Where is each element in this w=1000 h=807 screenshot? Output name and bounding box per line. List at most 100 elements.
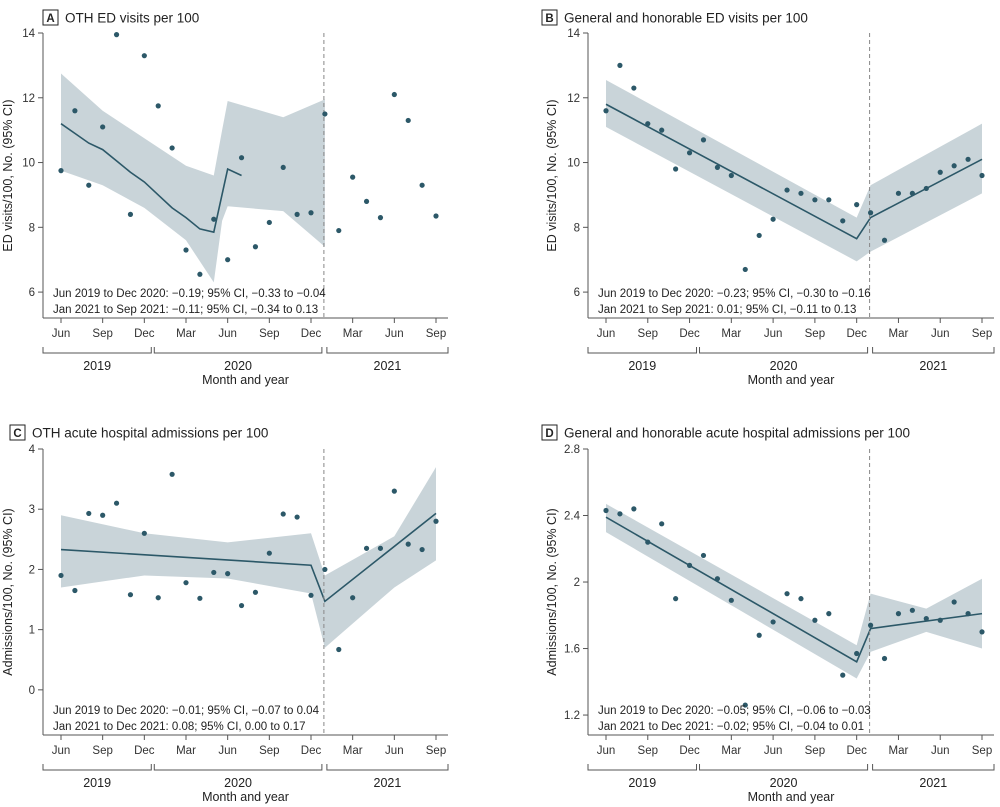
data-point	[784, 187, 790, 193]
data-point	[252, 589, 259, 595]
x-axis-label: Month and year	[202, 373, 289, 387]
x-tick-label: Jun	[218, 745, 237, 757]
data-point	[238, 602, 245, 609]
data-point	[867, 210, 874, 216]
x-tick-label: Sep	[972, 328, 992, 340]
year-bracket	[699, 347, 869, 354]
data-point	[197, 271, 203, 277]
data-point	[363, 545, 370, 551]
x-tick-label: Sep	[92, 328, 112, 340]
y-tick-label: 14	[567, 28, 580, 40]
y-tick-label: 6	[29, 287, 35, 299]
data-point	[197, 595, 203, 601]
x-tick-label: Jun	[218, 328, 237, 340]
data-point	[433, 213, 439, 219]
year-bracket	[587, 347, 698, 354]
slope-annotation: Jun 2019 to Dec 2020: −0.05; 95% CI, −0.…	[598, 705, 871, 717]
x-tick-label: Sep	[426, 745, 446, 757]
y-tick-label: 8	[29, 222, 35, 234]
data-point	[183, 580, 189, 586]
year-bracket	[153, 347, 323, 354]
x-tick-label: Dec	[679, 745, 700, 757]
year-label: 2019	[628, 359, 656, 373]
panel-badge-letter: C	[13, 428, 21, 440]
x-tick-label: Sep	[259, 328, 279, 340]
data-point	[391, 91, 397, 98]
data-point	[686, 150, 693, 156]
y-tick-label: 2.8	[564, 444, 580, 456]
data-point	[756, 632, 762, 638]
slope-annotation: Jan 2021 to Sep 2021: −0.11; 95% CI, −0.…	[53, 304, 318, 316]
data-point	[113, 32, 120, 38]
data-point	[363, 198, 370, 205]
x-tick-label: Dec	[846, 328, 867, 340]
data-point	[937, 617, 943, 623]
data-point	[183, 247, 189, 253]
data-point	[72, 587, 78, 594]
data-point	[155, 103, 161, 109]
data-point	[645, 121, 651, 127]
data-point	[405, 117, 411, 124]
panel-title: General and honorable acute hospital adm…	[564, 426, 910, 441]
panel-badge	[541, 9, 558, 26]
year-label: 2020	[224, 776, 252, 790]
data-point	[812, 617, 818, 623]
y-tick-label: 2	[574, 577, 580, 589]
ci-band	[606, 503, 982, 679]
x-tick-label: Jun	[385, 745, 404, 757]
data-point	[336, 646, 342, 653]
data-point	[714, 576, 721, 582]
data-point	[895, 611, 902, 617]
data-point	[659, 521, 665, 527]
data-point	[350, 595, 356, 601]
data-point	[728, 172, 734, 179]
data-point	[280, 164, 286, 171]
data-point	[169, 471, 175, 477]
year-label: 2021	[374, 359, 402, 373]
y-tick-label: 8	[574, 222, 580, 234]
x-tick-label: Jun	[385, 328, 404, 340]
data-point	[895, 190, 902, 196]
x-tick-label: Mar	[343, 745, 363, 757]
data-point	[58, 572, 64, 579]
data-point	[113, 500, 120, 506]
x-axis-label: Month and year	[202, 790, 289, 804]
data-point	[826, 611, 832, 617]
y-tick-label: 14	[22, 28, 35, 40]
x-tick-label: Mar	[721, 328, 741, 340]
y-tick-label: 4	[29, 444, 36, 456]
data-point	[784, 591, 790, 597]
data-point	[127, 211, 134, 217]
data-point	[377, 215, 384, 221]
data-point	[225, 571, 231, 577]
y-tick-label: 10	[567, 158, 580, 170]
slope-annotation: Jun 2019 to Dec 2020: −0.01; 95% CI, −0.…	[53, 705, 320, 717]
x-tick-label: Sep	[972, 745, 992, 757]
year-label: 2020	[224, 359, 252, 373]
data-point	[673, 596, 679, 602]
x-tick-label: Jun	[764, 745, 783, 757]
data-point	[266, 550, 272, 556]
data-point	[923, 185, 929, 192]
panel-badge-letter: A	[46, 13, 54, 25]
data-point	[742, 702, 748, 708]
y-tick-label: 6	[574, 287, 580, 299]
panel-title: OTH ED visits per 100	[65, 11, 199, 26]
data-point	[617, 511, 623, 517]
data-point	[433, 518, 439, 524]
data-point	[923, 616, 929, 622]
data-point	[854, 202, 860, 208]
data-point	[631, 506, 637, 512]
data-point	[141, 53, 147, 59]
panel-d: D General and honorable acute hospital ad…	[541, 424, 995, 804]
data-point	[840, 672, 846, 678]
data-point	[58, 168, 64, 174]
data-point	[336, 227, 342, 234]
data-point	[937, 169, 943, 175]
panel-badge	[42, 9, 59, 26]
data-point	[840, 218, 846, 224]
data-point	[266, 219, 272, 226]
x-tick-label: Sep	[92, 745, 112, 757]
y-tick-label: 1.2	[564, 710, 580, 722]
